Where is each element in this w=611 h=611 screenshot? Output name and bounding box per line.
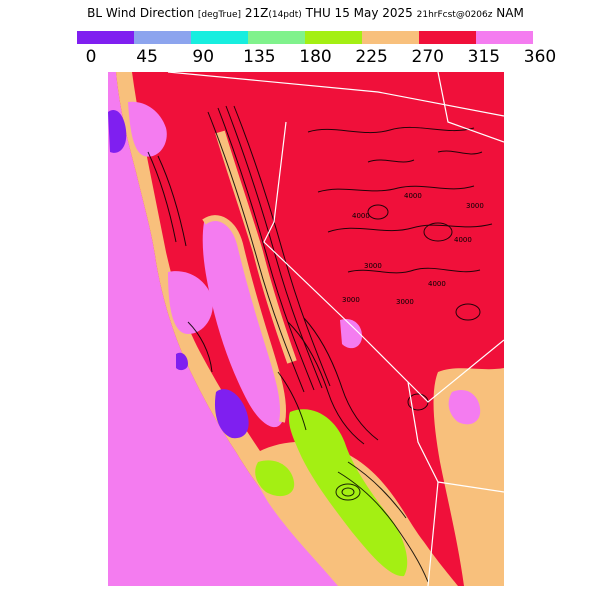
north-coast-pink	[128, 101, 167, 157]
height-label: 4000	[428, 280, 446, 288]
legend-tick-label: 315	[467, 47, 501, 67]
legend-tick-label: 225	[355, 47, 388, 67]
map-title: BL Wind Direction [degTrue] 21Z(14pdt) T…	[0, 6, 611, 20]
purple-south-valley	[214, 389, 249, 439]
height-label: 4000	[352, 212, 370, 220]
legend-swatch-2	[191, 31, 248, 44]
legend-swatch-4	[305, 31, 362, 44]
legend-tick-label: 180	[299, 47, 332, 67]
wind-direction-map: 4000 4000 4000 4000 3000 3000 3000 3000	[108, 72, 504, 586]
southern-green	[288, 409, 408, 577]
legend-tick-label: 45	[136, 47, 158, 67]
sierra-band	[215, 130, 297, 364]
southern-green-2	[255, 460, 295, 497]
legend-swatch-7	[476, 31, 533, 44]
ocean-region	[108, 72, 388, 586]
title-main: BL Wind Direction	[87, 6, 195, 20]
title-valid: 21Z	[244, 6, 269, 20]
title-local: (14pdt)	[268, 10, 302, 20]
legend-tick-label: 135	[243, 47, 276, 67]
legend-swatch-5	[362, 31, 419, 44]
height-label: 3000	[466, 202, 484, 210]
height-labels: 4000 4000 4000 4000 3000 3000 3000 3000	[342, 192, 484, 306]
southeast-pink	[448, 389, 481, 425]
title-date: THU 15 May 2025	[305, 6, 413, 20]
legend-tick-label: 360	[523, 47, 557, 67]
legend-tick-label: 270	[411, 47, 444, 67]
purple-coast-small	[176, 352, 188, 371]
title-model: NAM	[496, 6, 524, 20]
central-coast-pink	[168, 271, 213, 334]
height-label: 4000	[454, 236, 472, 244]
purple-north	[108, 110, 127, 153]
state-boundaries	[167, 72, 504, 586]
height-label: 3000	[396, 298, 414, 306]
height-label: 3000	[342, 296, 360, 304]
central-valley	[202, 218, 284, 428]
title-forecast: 21hrFcst@0206z	[416, 10, 493, 20]
height-label: 3000	[364, 262, 382, 270]
color-legend-bar	[77, 31, 533, 44]
legend-swatch-1	[134, 31, 191, 44]
legend-tick-label: 90	[192, 47, 215, 67]
legend-swatch-3	[248, 31, 305, 44]
legend-swatch-0	[77, 31, 134, 44]
legend-swatch-6	[419, 31, 476, 44]
nevada-pink	[340, 318, 362, 349]
color-legend-ticks: 0 45 90 135 180 225 270 315 360	[0, 47, 611, 69]
southeast-orange	[433, 368, 504, 586]
height-label: 4000	[404, 192, 422, 200]
valley-orange-rim	[202, 215, 287, 423]
legend-tick-label: 0	[85, 47, 97, 67]
title-unit: [degTrue]	[197, 10, 242, 20]
